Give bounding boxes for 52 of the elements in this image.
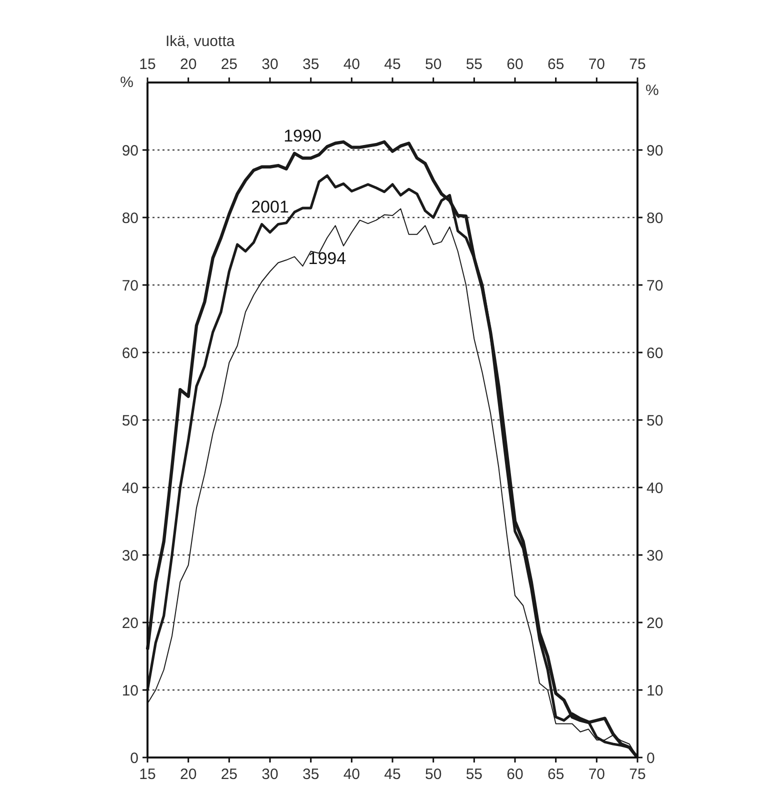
y2-tick-label: 80	[646, 210, 664, 227]
x-tick-label: 75	[629, 766, 646, 783]
y2-tick-label: 90	[646, 142, 664, 160]
series-label: 1990	[284, 126, 322, 146]
x-tick-label: 30	[262, 766, 278, 783]
x2-tick-label: 30	[262, 56, 278, 73]
y2-tick-label: 70	[646, 278, 664, 294]
x2-tick-label: 35	[302, 56, 320, 73]
x-tick-label: 40	[343, 766, 360, 783]
x2-tick-label: 45	[384, 56, 401, 73]
y-tick-label: 50	[122, 412, 139, 430]
x-tick-label: 25	[220, 766, 238, 783]
x-tick-label: 20	[180, 766, 197, 783]
x-tick-label: 65	[547, 766, 564, 783]
y2-tick-label: 30	[646, 548, 664, 564]
x2-tick-label: 55	[466, 56, 483, 73]
x2-tick-label: 25	[220, 56, 238, 73]
x-tick-label: 45	[384, 766, 401, 783]
y-tick-label: 60	[122, 345, 139, 362]
series-label: 1994	[308, 248, 346, 268]
y-tick-label: 70	[122, 278, 139, 294]
y2-axis-title: %	[646, 82, 659, 99]
y2-tick-label: 20	[646, 615, 664, 632]
x-axis-title: Ikä, vuotta	[166, 33, 236, 50]
x2-tick-label: 15	[139, 56, 156, 73]
x2-tick-label: 20	[180, 56, 197, 73]
y-tick-label: 90	[122, 142, 139, 160]
x-tick-label: 15	[139, 766, 156, 783]
series-label: 2001	[251, 197, 289, 216]
y2-tick-label: 60	[646, 345, 664, 362]
x2-tick-label: 60	[506, 56, 524, 73]
y-axis-title: %	[120, 74, 134, 91]
y2-tick-label: 40	[646, 480, 664, 497]
y2-tick-label: 0	[646, 750, 655, 767]
x-tick-label: 70	[588, 766, 606, 783]
x2-tick-label: 70	[588, 56, 606, 73]
y-tick-label: 30	[122, 548, 139, 564]
x-tick-label: 50	[424, 766, 442, 783]
y-tick-label: 0	[130, 750, 138, 767]
x2-tick-label: 40	[343, 56, 360, 73]
y2-tick-label: 50	[646, 412, 664, 430]
x2-tick-label: 65	[547, 56, 564, 73]
y-tick-label: 10	[122, 682, 139, 700]
y2-tick-label: 10	[646, 682, 664, 700]
x2-tick-label: 50	[424, 56, 442, 73]
x-tick-label: 35	[302, 766, 320, 783]
x-tick-label: 55	[466, 766, 483, 783]
y-tick-label: 40	[122, 480, 139, 497]
y-tick-label: 20	[122, 615, 139, 632]
y-tick-label: 80	[122, 210, 139, 227]
x-tick-label: 60	[506, 766, 524, 783]
x2-tick-label: 75	[629, 56, 646, 73]
